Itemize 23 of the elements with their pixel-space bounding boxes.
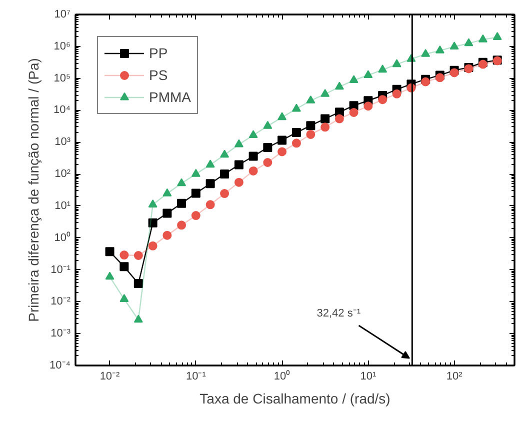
y-tick-label: 10² <box>54 168 71 180</box>
y-tick-label: 10³ <box>54 136 71 148</box>
y-tick-label: 10⁷ <box>54 8 71 20</box>
x-axis-title: Taxa de Cisalhamento / (rad/s) <box>200 390 390 406</box>
x-tick-label: 10⁰ <box>274 370 290 382</box>
y-tick-label: 10⁻¹ <box>50 264 71 276</box>
y-axis-title: Primeira diferença de função normal / (Pa) <box>26 58 42 322</box>
x-tick-label: 10⁻¹ <box>186 370 206 382</box>
y-tick-label: 10⁶ <box>54 40 70 52</box>
y-tick-label: 10⁰ <box>54 230 71 244</box>
y-tick-label: 10⁻² <box>50 296 71 308</box>
annotation: 32,42 s⁻¹ <box>316 307 361 320</box>
legend-label: PP <box>149 45 169 61</box>
y-tick-label: 10⁵ <box>54 72 70 84</box>
legend-label: PS <box>149 67 169 83</box>
legend-label: PMMA <box>149 89 191 105</box>
y-tick-label: 10⁻³ <box>50 328 71 340</box>
x-tick-label: 10⁻² <box>100 370 120 382</box>
y-tick-label: 10¹ <box>54 200 71 212</box>
x-tick-label: 10¹ <box>360 370 376 382</box>
y-tick-label: 10⁴ <box>54 104 71 116</box>
x-tick-label: 10² <box>446 370 463 382</box>
y-tick-label: 10⁻⁴ <box>50 360 71 372</box>
